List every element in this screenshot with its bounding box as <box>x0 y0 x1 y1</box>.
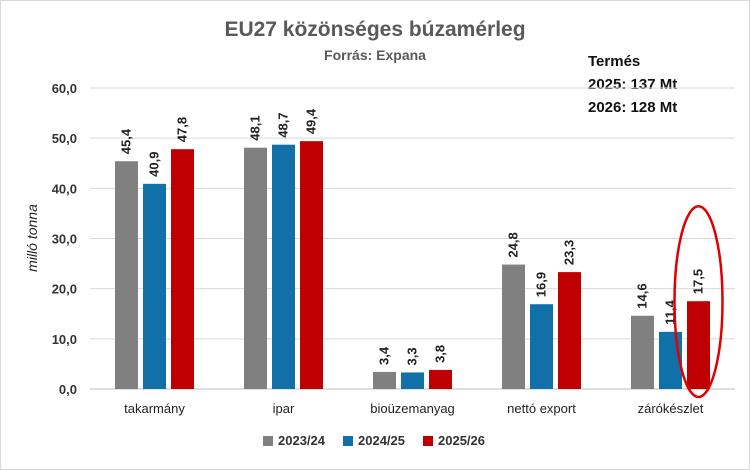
data-label: 24,8 <box>506 232 521 257</box>
bar-2025-26-2 <box>429 369 452 389</box>
chart-legend: 2023/24 2024/25 2025/26 <box>263 433 485 448</box>
y-tick-label: 30,0 <box>52 232 77 247</box>
harvest-annotation: Termés 2025: 137 Mt 2026: 128 Mt <box>588 53 677 116</box>
bar-2023-24-1 <box>244 147 267 389</box>
legend-label: 2023/24 <box>278 433 326 448</box>
category-label: bioüzemanyag <box>370 401 455 416</box>
data-label: 3,4 <box>377 346 392 365</box>
y-tick-label: 60,0 <box>52 81 77 96</box>
chart-title: EU27 közönséges búzamérleg <box>224 18 525 41</box>
bar-2025-26-4 <box>687 301 710 389</box>
bar-2024-25-0 <box>143 183 166 389</box>
bar-2023-24-4 <box>631 315 654 389</box>
data-label: 3,8 <box>433 345 448 363</box>
bar-2024-25-3 <box>530 304 553 389</box>
y-tick-label: 10,0 <box>52 332 77 347</box>
bar-2025-26-3 <box>558 272 581 389</box>
annotation-line-3: 2026: 128 Mt <box>588 99 677 116</box>
y-tick-label: 20,0 <box>52 282 77 297</box>
legend-label: 2025/26 <box>438 433 485 448</box>
data-label: 48,7 <box>276 112 291 137</box>
data-label: 47,8 <box>175 117 190 142</box>
legend-swatch <box>423 436 433 446</box>
annotation-line-2: 2025: 137 Mt <box>588 76 677 93</box>
data-label: 49,4 <box>304 108 319 134</box>
data-label: 3,3 <box>405 347 420 365</box>
annotation-line-1: Termés <box>588 53 640 70</box>
bar-2025-26-0 <box>171 149 194 389</box>
bar-2025-26-1 <box>300 141 323 389</box>
data-label: 45,4 <box>119 128 134 154</box>
bar-2023-24-0 <box>115 161 138 389</box>
data-label: 48,1 <box>248 115 263 140</box>
category-label: zárókészlet <box>638 401 704 416</box>
bar-2024-25-2 <box>401 372 424 389</box>
y-tick-label: 40,0 <box>52 181 77 196</box>
category-label: nettó export <box>507 401 576 416</box>
category-label: takarmány <box>124 401 185 416</box>
legend-swatch <box>343 436 353 446</box>
y-tick-label: 50,0 <box>52 131 77 146</box>
data-label: 40,9 <box>147 152 162 177</box>
highlight-ellipse <box>673 204 724 399</box>
data-label: 23,3 <box>562 240 577 265</box>
data-label: 14,6 <box>635 283 650 308</box>
bar-2023-24-2 <box>373 371 396 389</box>
bar-2024-25-1 <box>272 144 295 389</box>
legend-label: 2024/25 <box>358 433 405 448</box>
legend-swatch <box>263 436 273 446</box>
category-label: ipar <box>273 401 295 416</box>
chart-subtitle: Forrás: Expana <box>324 47 426 63</box>
y-axis-label: milló tonna <box>24 204 40 272</box>
data-label: 16,9 <box>534 272 549 297</box>
bar-2023-24-3 <box>502 264 525 389</box>
y-tick-label: 0,0 <box>59 382 77 397</box>
data-label: 17,5 <box>691 269 706 294</box>
